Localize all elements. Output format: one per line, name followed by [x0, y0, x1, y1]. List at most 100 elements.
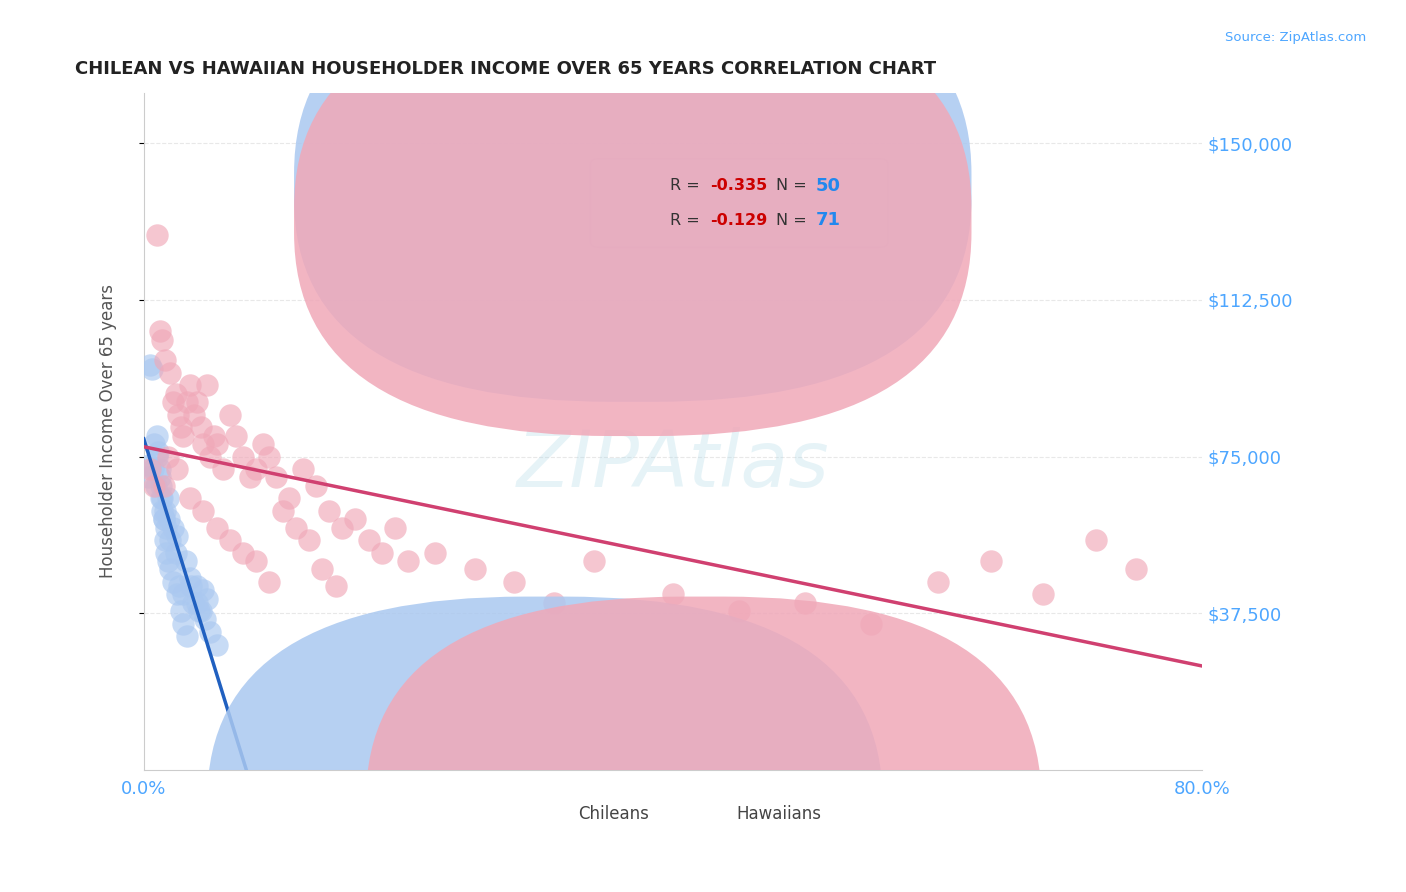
Point	[232, 545, 254, 559]
Point	[194, 612, 217, 626]
Point	[149, 324, 172, 338]
Point	[278, 491, 301, 506]
Point	[170, 420, 193, 434]
Point	[202, 428, 225, 442]
Point	[166, 462, 188, 476]
Point	[165, 387, 187, 401]
Point	[311, 562, 333, 576]
Point	[136, 470, 159, 484]
Point	[344, 512, 367, 526]
Point	[396, 554, 419, 568]
Point	[318, 504, 340, 518]
Point	[582, 554, 605, 568]
Point	[162, 520, 184, 534]
Point	[139, 358, 162, 372]
Point	[298, 533, 321, 547]
Text: Source: ZipAtlas.com: Source: ZipAtlas.com	[1226, 31, 1367, 45]
Point	[172, 587, 194, 601]
Point	[190, 604, 212, 618]
Point	[218, 533, 240, 547]
Point	[193, 583, 215, 598]
Point	[927, 574, 949, 589]
Point	[149, 491, 172, 506]
Point	[152, 512, 174, 526]
Point	[259, 450, 281, 464]
Point	[218, 408, 240, 422]
Point	[205, 520, 228, 534]
Point	[205, 437, 228, 451]
Point	[157, 512, 180, 526]
Point	[225, 428, 247, 442]
Point	[198, 624, 221, 639]
Text: 50: 50	[815, 177, 841, 194]
Point	[190, 420, 212, 434]
Point	[186, 395, 208, 409]
Text: ZIPAtlas: ZIPAtlas	[516, 427, 830, 503]
Point	[252, 437, 274, 451]
Point	[384, 520, 406, 534]
Point	[159, 366, 181, 380]
Point	[662, 587, 685, 601]
Point	[186, 579, 208, 593]
Point	[179, 571, 201, 585]
Point	[371, 545, 394, 559]
Point	[195, 591, 218, 606]
Point	[149, 479, 172, 493]
Point	[543, 596, 565, 610]
Point	[193, 437, 215, 451]
Point	[728, 604, 751, 618]
Point	[159, 533, 181, 547]
Text: 71: 71	[815, 211, 841, 229]
Point	[167, 408, 190, 422]
Point	[176, 629, 198, 643]
Text: Hawaiians: Hawaiians	[737, 805, 821, 822]
Point	[179, 378, 201, 392]
Point	[174, 554, 197, 568]
Point	[179, 491, 201, 506]
Point	[463, 562, 485, 576]
Point	[142, 462, 165, 476]
Point	[172, 616, 194, 631]
Point	[149, 462, 172, 476]
Point	[232, 450, 254, 464]
Point	[138, 458, 160, 472]
Point	[212, 462, 235, 476]
Point	[146, 428, 169, 442]
FancyBboxPatch shape	[294, 4, 972, 436]
FancyBboxPatch shape	[591, 159, 887, 247]
Text: CHILEAN VS HAWAIIAN HOUSEHOLDER INCOME OVER 65 YEARS CORRELATION CHART: CHILEAN VS HAWAIIAN HOUSEHOLDER INCOME O…	[75, 60, 936, 78]
FancyBboxPatch shape	[294, 0, 972, 401]
Point	[794, 596, 817, 610]
Point	[180, 579, 202, 593]
Point	[143, 437, 166, 451]
Point	[169, 579, 191, 593]
Point	[330, 520, 353, 534]
Point	[271, 504, 294, 518]
Point	[198, 450, 221, 464]
Point	[148, 445, 170, 459]
Point	[152, 479, 174, 493]
Point	[156, 491, 179, 506]
Point	[205, 638, 228, 652]
Point	[979, 554, 1001, 568]
Point	[181, 596, 204, 610]
Point	[145, 479, 167, 493]
Point	[183, 408, 205, 422]
Point	[155, 520, 177, 534]
Point	[150, 491, 173, 506]
Y-axis label: Householder Income Over 65 years: Householder Income Over 65 years	[100, 285, 117, 578]
Point	[156, 450, 179, 464]
Text: R =: R =	[669, 178, 704, 194]
Point	[156, 554, 179, 568]
Point	[291, 462, 314, 476]
FancyBboxPatch shape	[207, 597, 883, 892]
Text: -0.129: -0.129	[710, 212, 768, 227]
Point	[153, 533, 176, 547]
Point	[172, 428, 194, 442]
Point	[141, 361, 163, 376]
Point	[155, 545, 177, 559]
Point	[245, 462, 267, 476]
Point	[259, 574, 281, 589]
Point	[357, 533, 380, 547]
Point	[195, 378, 218, 392]
